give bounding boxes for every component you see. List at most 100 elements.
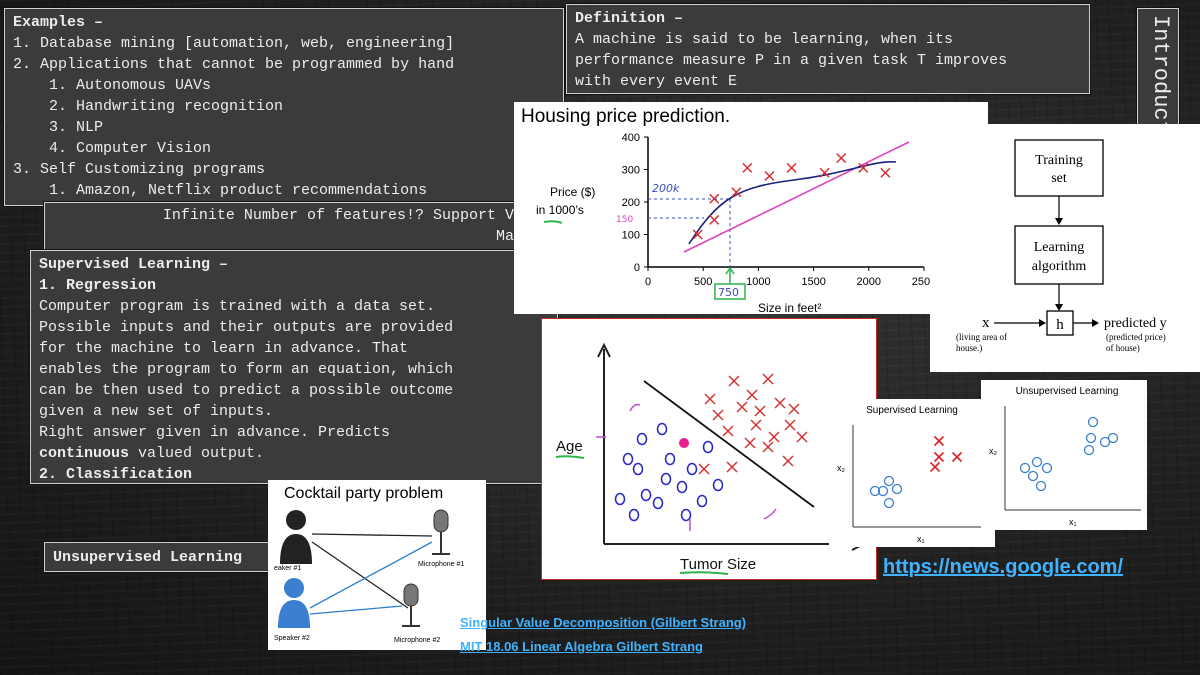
supervised-small-x2: x₂ [837, 463, 846, 473]
x-tick-label: 1000 [746, 276, 770, 288]
examples-line: 2. Handwriting recognition [13, 98, 284, 115]
data-point [819, 167, 830, 178]
class-o-mark [680, 508, 692, 522]
class-x-mark [768, 431, 780, 443]
examples-line: 3. NLP [13, 119, 104, 136]
quadratic-fit-curve [688, 161, 897, 245]
mic-1-label: Microphone #1 [418, 561, 464, 568]
classification-panel: Age Tumor Size [541, 318, 877, 580]
x-tick-label: 2000 [857, 276, 881, 288]
speaker-2-label: Speaker #2 [274, 635, 310, 642]
learning-algorithm-box [1014, 225, 1104, 285]
arrow-up-icon [597, 342, 611, 358]
unsupervised-label-box: Unsupervised Learning [44, 542, 290, 572]
training-diagram: Training set Learning algorithm h x (liv… [956, 139, 1167, 353]
arrow-down-icon [1055, 304, 1063, 311]
class-o-mark [628, 508, 640, 522]
supervised-small-x1: x₁ [917, 534, 925, 544]
speaker-1-icon [280, 510, 312, 564]
supervised-small-title: Supervised Learning [866, 405, 958, 416]
examples-line: 1. Autonomous UAVs [13, 77, 212, 94]
supervised-line: Right answer given in advance. Predicts [39, 424, 391, 441]
regression-heading: 1. Regression [39, 277, 157, 294]
class-ylabel: Age [556, 438, 583, 455]
classification-heading: 2. Classification [39, 466, 193, 483]
class-xlabel: Tumor Size [680, 556, 756, 573]
mit-1806-link[interactable]: MIT 18.06 Linear Algebra Gilbert Strang [460, 639, 703, 654]
decision-boundary [643, 380, 815, 508]
class-x-mark [736, 401, 748, 413]
data-point [692, 229, 703, 240]
class-x-mark [698, 463, 710, 475]
supervised-title: Supervised Learning – [39, 256, 229, 273]
y-tick-label: 0 [634, 262, 640, 274]
supervised-line: Possible inputs and their outputs are pr… [39, 319, 454, 336]
class-o-mark [686, 462, 698, 476]
examples-line: 3. Self Customizing programs [13, 161, 266, 178]
continuous-rest: valued output. [129, 445, 265, 462]
class-x-mark [746, 389, 758, 401]
data-point [836, 153, 847, 164]
sup-o-mark [883, 497, 895, 509]
x-tick-label: 0 [645, 276, 651, 288]
housing-ylabel-2: in 1000’s [536, 203, 584, 217]
unsup-o-mark [1099, 436, 1111, 448]
unsupervised-small-title: Unsupervised Learning [1016, 386, 1119, 397]
definition-line: A machine is said to be learning, when i… [575, 31, 954, 48]
class-o-mark [660, 472, 672, 486]
input-x-sub2: house.) [956, 343, 982, 353]
definition-line: with every event E [575, 73, 738, 90]
class-o-mark [656, 422, 668, 436]
news-google-link[interactable]: https://news.google.com/ [883, 556, 1124, 578]
input-x-label: x [982, 315, 990, 331]
unsupervised-small-chart: Unsupervised Learning x₂ x₁ [989, 386, 1141, 527]
class-x-mark [774, 397, 786, 409]
class-x-mark [744, 437, 756, 449]
unsup-o-mark [1085, 432, 1097, 444]
supervised-small-panel: Supervised Learning x₂ x₁ [829, 399, 995, 547]
predicted-y-label: predicted y [1104, 316, 1167, 331]
learning-algorithm-l1: Learning [1034, 240, 1085, 255]
class-x-mark [750, 419, 762, 431]
learning-algorithm-l2: algorithm [1032, 259, 1087, 274]
svd-strang-link[interactable]: Singular Value Decomposition (Gilbert St… [460, 615, 747, 630]
cocktail-title: Cocktail party problem [284, 485, 443, 502]
unsup-o-mark [1107, 432, 1119, 444]
annot-200k: 200k [652, 182, 680, 195]
data-point [731, 187, 742, 198]
class-o-mark [652, 496, 664, 510]
examples-line: 1. Database mining [automation, web, eng… [13, 35, 455, 52]
class-o-mark [622, 452, 634, 466]
class-x-mark [788, 403, 800, 415]
sup-x-mark [951, 451, 963, 463]
tumor-underline [679, 571, 729, 575]
y-tick-label: 200 [622, 197, 640, 209]
housing-price-panel: Housing price prediction. Price ($) in 1… [514, 102, 988, 314]
predicted-y-sub2: of house) [1106, 343, 1140, 353]
data-point [709, 214, 720, 225]
class-x-mark [728, 375, 740, 387]
data-point [764, 170, 775, 182]
class-x-mark [712, 409, 724, 421]
sup-o-mark [869, 485, 881, 497]
examples-line: 2. Applications that cannot be programme… [13, 56, 455, 73]
class-x-mark [762, 441, 774, 453]
pink-arrow [763, 508, 777, 520]
class-x-mark [784, 419, 796, 431]
supervised-box: Supervised Learning – 1. Regression Comp… [30, 250, 558, 484]
hypothesis-box [1046, 310, 1074, 336]
examples-line: 4. Computer Vision [13, 140, 212, 157]
microphone-2-icon [402, 583, 420, 627]
supervised-line: for the machine to learn in advance. Tha… [39, 340, 409, 357]
y-tick-label: 100 [622, 230, 640, 242]
training-set-l2: set [1051, 171, 1067, 186]
continuous-bold: continuous [39, 445, 130, 462]
examples-title: Examples – [13, 14, 104, 31]
class-x-mark [762, 373, 774, 385]
linear-fit-line [683, 141, 910, 253]
supervised-line: Computer program is trained with a data … [39, 298, 436, 315]
x-tick-label: 500 [694, 276, 712, 288]
arrow-down-icon [1055, 218, 1063, 225]
training-set-box [1014, 139, 1104, 197]
arrow-up-icon [725, 266, 735, 275]
